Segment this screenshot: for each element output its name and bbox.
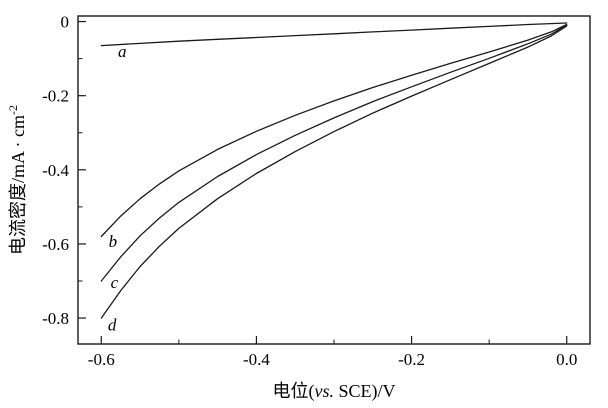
y-tick-label: -0.6 [42,235,69,254]
curve-d [100,25,568,319]
curve-a [100,22,568,47]
x-tick-label: -0.4 [243,350,270,369]
curve-label-b: b [109,232,118,251]
x-axis-label-prefix: 电位( [272,381,315,401]
x-tick-label: 0.0 [556,350,577,369]
x-tick-label: -0.6 [88,350,115,369]
curve-c [100,24,568,282]
y-tick-label: -0.2 [42,87,69,106]
y-axis-label: 电流密度/mA · cm-2 [4,105,30,255]
y-tick-label: -0.4 [42,161,69,180]
x-axis-label-suffix: SCE)/V [333,381,396,401]
y-tick-label: 0 [61,13,70,32]
curve-b [100,23,568,238]
x-tick-label: -0.2 [398,350,425,369]
plot-frame [77,15,591,345]
curve-label-c: c [111,273,119,292]
y-axis-label-superscript: -2 [6,105,20,115]
curve-label-d: d [108,315,117,334]
y-tick-label: -0.8 [42,309,69,328]
y-axis-label-text: 电流密度/mA · cm [8,115,28,255]
curve-label-a: a [118,42,127,61]
x-axis-label: 电位(vs. SCE)/V [78,377,590,403]
x-axis-label-vs: vs. [314,381,334,401]
